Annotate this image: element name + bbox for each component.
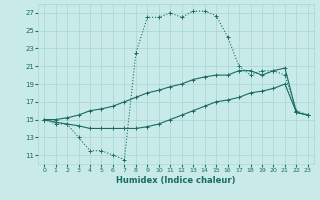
X-axis label: Humidex (Indice chaleur): Humidex (Indice chaleur) — [116, 176, 236, 185]
